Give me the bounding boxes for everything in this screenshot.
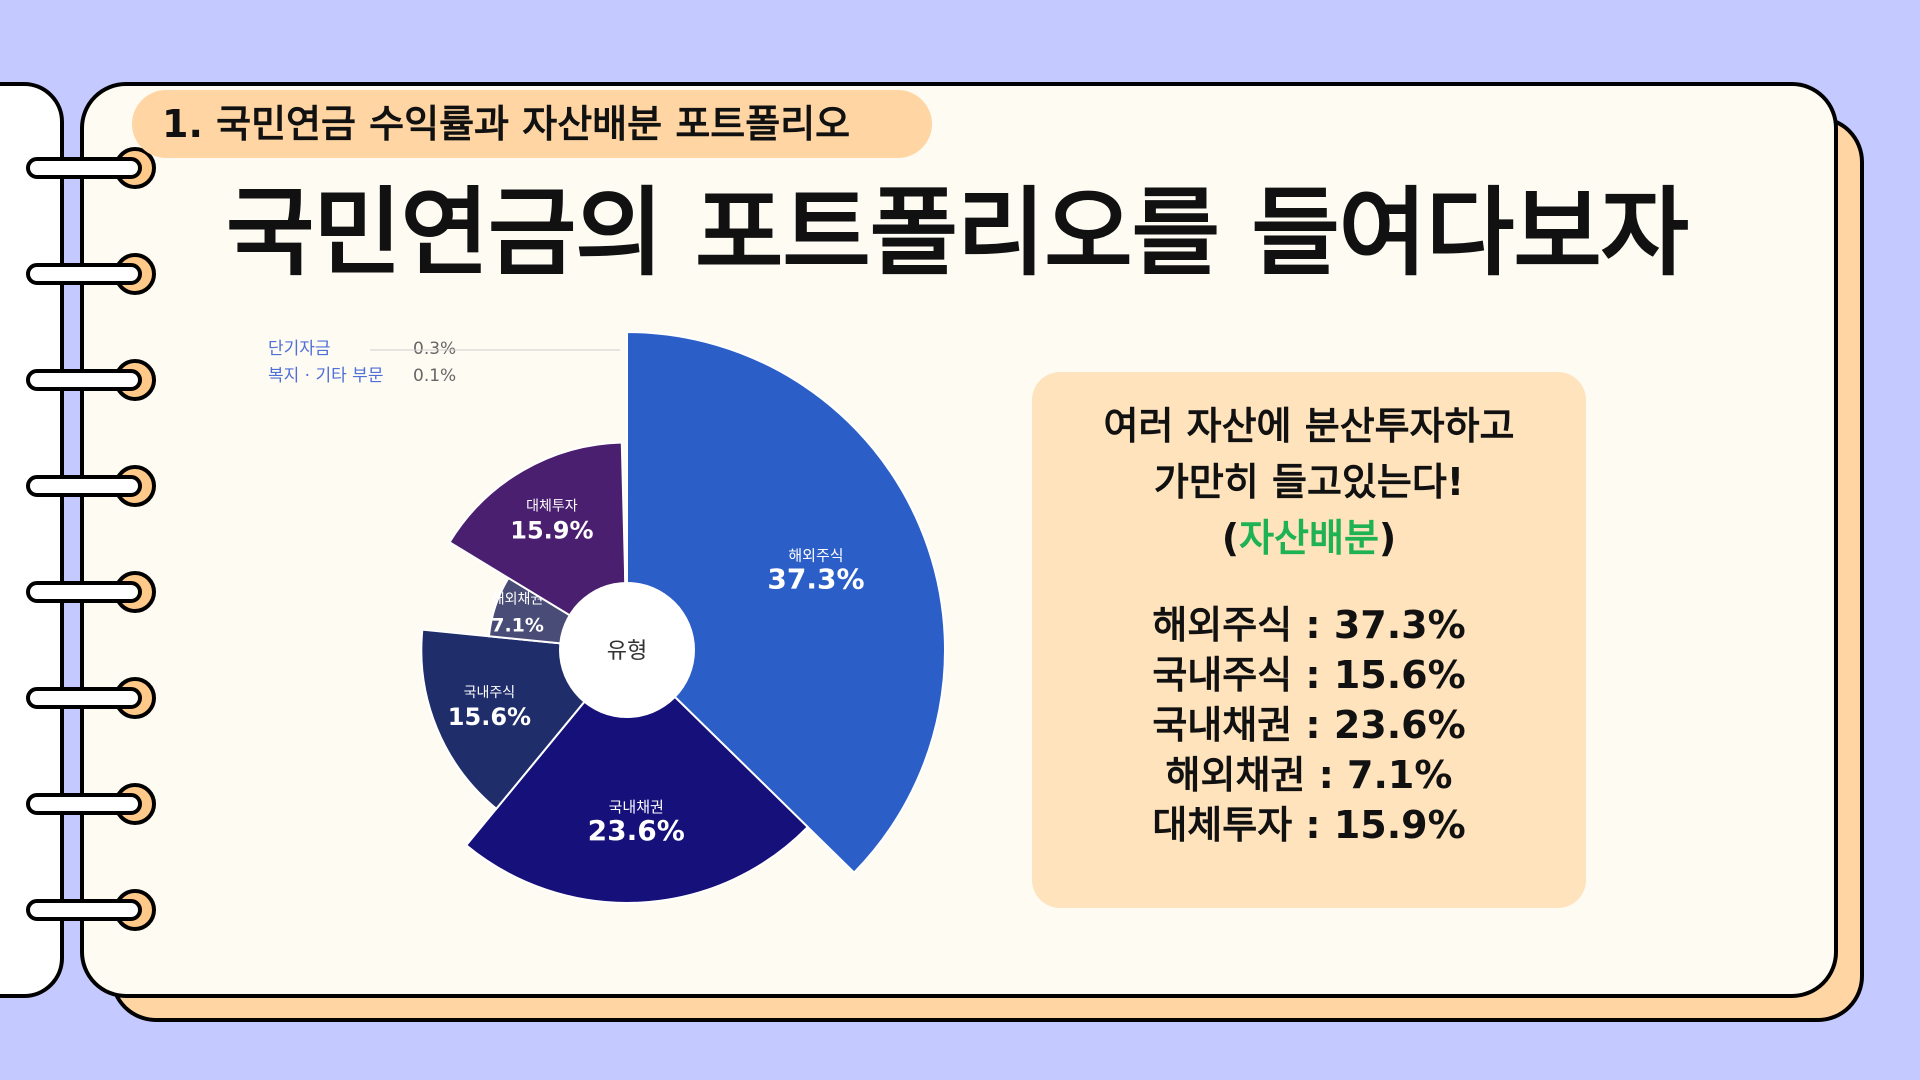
binder-ring bbox=[26, 675, 156, 721]
info-line-1: 여러 자산에 분산투자하고 bbox=[1103, 404, 1515, 448]
legend-label: 단기자금 bbox=[268, 339, 331, 359]
portfolio-chart: 해외주식 37.3% 국내채권 23.6% 국내주식 15.6% 해외채권 7.1% 대체투자 1… bbox=[250, 320, 970, 940]
pie-slice bbox=[448, 441, 629, 652]
info-message: 여러 자산에 분산투자하고 가만히 들고있는다! (자산배분) bbox=[1032, 398, 1586, 566]
slice-value-label: 15.9% bbox=[510, 516, 593, 544]
legend-row: 복지 · 기타 부문 0.1% bbox=[268, 363, 456, 390]
summary-item: 국내주식 : 15.6% bbox=[1152, 653, 1466, 697]
left-page bbox=[0, 82, 64, 998]
summary-item: 해외채권 : 7.1% bbox=[1165, 753, 1453, 797]
info-line-3: (자산배분) bbox=[1032, 510, 1586, 566]
binder-ring bbox=[26, 357, 156, 403]
chart-center-hole bbox=[559, 582, 695, 718]
chart-center-label: 유형 bbox=[607, 639, 647, 664]
summary-item: 대체투자 : 15.9% bbox=[1152, 803, 1466, 847]
paren-close: ) bbox=[1378, 516, 1397, 560]
slice-name-label: 대체투자 bbox=[526, 498, 578, 514]
summary-item: 국내채권 : 23.6% bbox=[1152, 703, 1466, 747]
pie-slice bbox=[464, 648, 810, 904]
binder-ring bbox=[26, 463, 156, 509]
binder-ring bbox=[26, 781, 156, 827]
binder-ring bbox=[26, 145, 156, 191]
highlight-text: 자산배분 bbox=[1239, 516, 1379, 560]
paren-open: ( bbox=[1221, 516, 1240, 560]
page-title: 국민연금의 포트폴리오를 들여다보자 bbox=[226, 177, 1689, 289]
binder-ring bbox=[26, 251, 156, 297]
legend-label: 복지 · 기타 부문 bbox=[268, 366, 384, 386]
slice-value-label: 15.6% bbox=[448, 703, 531, 731]
allocation-summary: 해외주식 : 37.3% 국내주식 : 15.6% 국내채권 : 23.6% 해… bbox=[1032, 600, 1586, 850]
slice-value-label: 7.1% bbox=[491, 614, 544, 636]
slice-name-label: 해외주식 bbox=[788, 547, 843, 565]
legend-value: 0.1% bbox=[413, 366, 457, 386]
slice-name-label: 국내주식 bbox=[464, 685, 516, 701]
chapter-tab: 1. 국민연금 수익률과 자산배분 포트폴리오 bbox=[132, 90, 932, 158]
slice-name-label: 해외채권 bbox=[492, 591, 544, 607]
slice-value-label: 23.6% bbox=[588, 814, 685, 847]
binder-ring bbox=[26, 887, 156, 933]
minor-legend: 단기자금 0.3% 복지 · 기타 부문 0.1% bbox=[268, 336, 456, 390]
summary-item: 해외주식 : 37.3% bbox=[1152, 603, 1466, 647]
legend-row: 단기자금 0.3% bbox=[268, 336, 456, 363]
info-line-2: 가만히 들고있는다! bbox=[1153, 460, 1465, 504]
binder-ring bbox=[26, 569, 156, 615]
slice-name-label: 국내채권 bbox=[609, 798, 664, 816]
slice-value-label: 37.3% bbox=[767, 563, 864, 596]
legend-value: 0.3% bbox=[413, 339, 457, 359]
pie-slice bbox=[626, 330, 946, 874]
info-box: 여러 자산에 분산투자하고 가만히 들고있는다! (자산배분) 해외주식 : 3… bbox=[1032, 372, 1586, 908]
